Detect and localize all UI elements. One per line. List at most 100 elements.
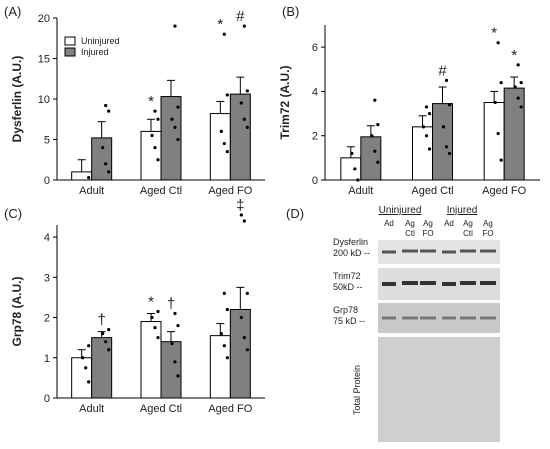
data-point: [245, 348, 249, 352]
y-tick-label: 2: [44, 313, 50, 325]
data-point: [424, 105, 429, 109]
y-axis-title: Grp78 (A.U.): [10, 276, 24, 346]
data-point: [84, 366, 88, 370]
data-point: [107, 348, 111, 352]
data-point: [242, 336, 246, 340]
x-tick-label: Aged FO: [208, 185, 252, 197]
data-point: [219, 129, 223, 133]
data-point: [153, 325, 157, 330]
bar: [160, 96, 182, 181]
trim72-bands: [382, 281, 496, 286]
bar: [209, 113, 231, 181]
data-point: [107, 328, 111, 332]
bar: [91, 137, 113, 181]
group-label: Injured: [447, 205, 478, 216]
y-tick-label: 15: [38, 54, 50, 66]
data-point: [222, 32, 226, 36]
data-point: [173, 360, 177, 364]
data-point: [219, 332, 223, 336]
bar: [229, 93, 251, 181]
bar: [209, 335, 231, 399]
annotation: *: [148, 294, 154, 311]
data-point: [156, 336, 160, 340]
data-point: [496, 131, 500, 136]
data-point: [245, 89, 249, 93]
data-point: [353, 167, 357, 171]
blot-trim72: [378, 268, 500, 300]
data-point: [239, 315, 243, 320]
data-point: [242, 24, 246, 28]
data-point: [516, 96, 520, 100]
bar: [360, 136, 382, 181]
panel-label: (A): [4, 4, 21, 19]
data-point: [104, 103, 108, 108]
row-marker: 50kD --: [333, 282, 363, 292]
data-point: [87, 175, 91, 180]
data-point: [370, 134, 374, 138]
data-point: [239, 213, 243, 217]
y-tick-label: 1: [44, 353, 50, 365]
dysferlin-bands: [382, 249, 496, 254]
row-label: Trim72: [333, 271, 361, 281]
row-marker: 200 kD --: [333, 248, 370, 258]
x-tick-label: Aged FO: [208, 403, 252, 415]
row-label: Dysferlin: [333, 237, 368, 247]
data-point: [87, 344, 91, 348]
data-point: [225, 307, 229, 312]
annotation: *: [491, 25, 497, 42]
blot-dysferlin: [378, 240, 500, 264]
bar: [140, 130, 162, 181]
data-point: [513, 85, 517, 89]
x-tick-label: Aged Ctl: [411, 185, 453, 197]
bar: [71, 357, 93, 399]
blot-total: [378, 337, 500, 442]
data-point: [222, 291, 226, 295]
bar: [483, 102, 505, 181]
y-tick-label: 4: [44, 232, 50, 244]
y-tick-label: 3: [44, 272, 50, 284]
y-axis-title: Dysferlin (A.U.): [10, 56, 24, 143]
data-point: [150, 133, 154, 138]
annotation: *: [148, 93, 154, 110]
data-point: [173, 125, 177, 129]
panel-label: (C): [4, 206, 22, 221]
data-point: [173, 24, 177, 28]
data-point: [239, 101, 243, 105]
data-point: [225, 356, 229, 360]
data-point: [444, 78, 449, 82]
data-point: [153, 146, 157, 150]
annotation: #: [438, 62, 447, 79]
data-point: [107, 109, 111, 113]
data-point: [170, 342, 174, 346]
bar: [432, 103, 453, 181]
data-point: [424, 134, 429, 138]
data-point: [493, 100, 497, 105]
data-point: [519, 105, 523, 109]
y-tick-label: 0: [44, 393, 50, 405]
data-point: [245, 291, 249, 295]
data-point: [104, 340, 108, 344]
annotation: †: [167, 296, 175, 313]
data-point: [104, 162, 108, 166]
data-point: [153, 109, 157, 113]
bar: [503, 87, 525, 181]
data-point: [176, 105, 180, 109]
lane-label: Ag Ctl: [463, 219, 473, 238]
lane-label: Ad: [444, 219, 454, 228]
data-point: [222, 141, 226, 146]
data-point: [176, 374, 180, 378]
data-point: [245, 125, 249, 129]
data-point: [176, 323, 180, 328]
data-point: [519, 80, 523, 85]
bar: [340, 157, 362, 181]
bar: [229, 308, 251, 399]
y-tick-label: 0: [312, 175, 318, 187]
y-tick-label: 2: [312, 131, 318, 143]
legend-label: Injured: [81, 47, 109, 57]
data-point: [447, 103, 452, 107]
y-tick-label: 0: [44, 175, 50, 187]
y-tick-label: 10: [38, 94, 50, 106]
data-point: [499, 158, 503, 162]
legend-swatch: [64, 47, 76, 57]
